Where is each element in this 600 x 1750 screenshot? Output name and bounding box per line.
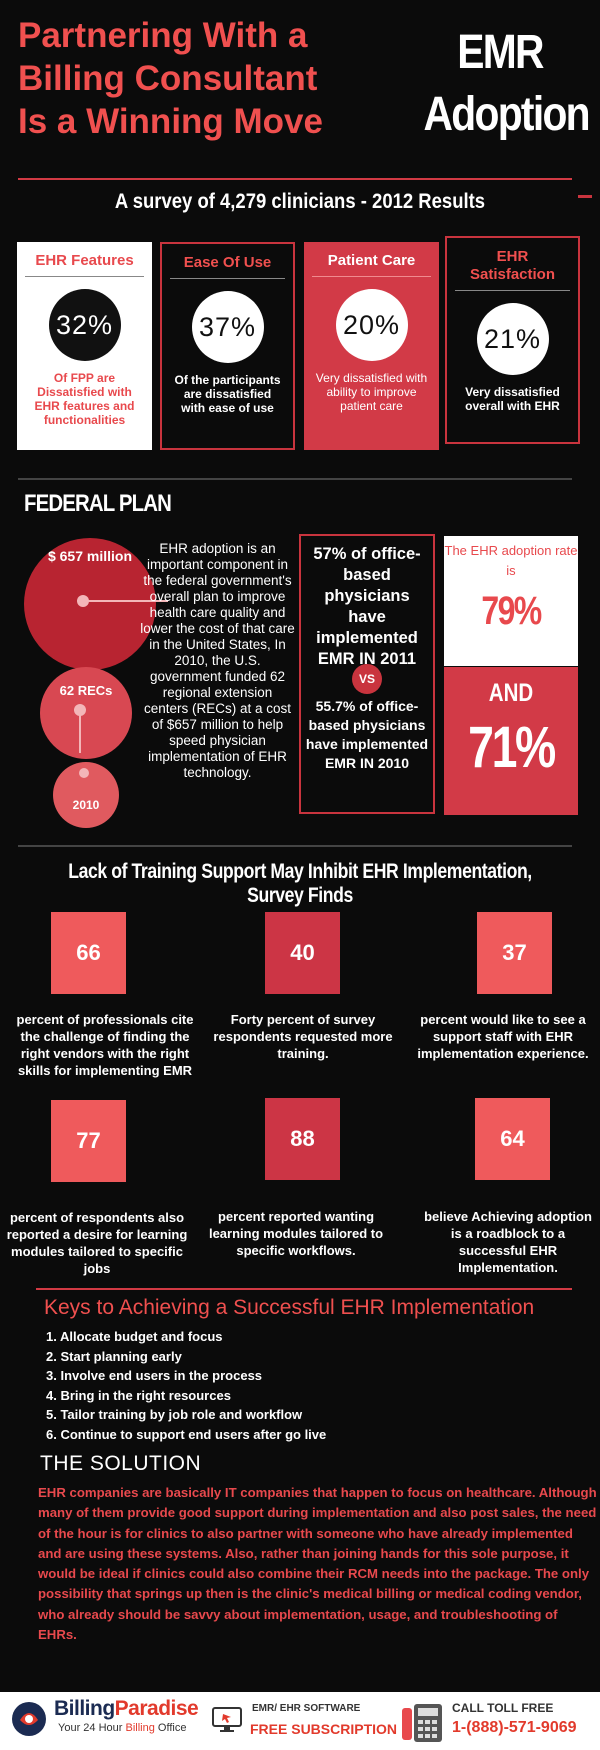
solution-text: EHR companies are basically IT companies… bbox=[38, 1485, 597, 1643]
stat-value: 20% bbox=[335, 289, 408, 361]
and-label: AND bbox=[488, 679, 534, 707]
bubble-label: 2010 bbox=[72, 798, 100, 812]
main-title: Partnering With a Billing Consultant Is … bbox=[18, 14, 418, 143]
bubble-62-recs: 62 RECs bbox=[40, 667, 132, 759]
side-title-line: EMR bbox=[457, 26, 544, 79]
bubble-2010: 2010 bbox=[53, 762, 119, 828]
comparison-box bbox=[299, 534, 435, 814]
training-stat-caption: believe Achieving adoption is a roadbloc… bbox=[424, 1209, 592, 1275]
stat-card-title: EHR Satisfaction bbox=[469, 248, 556, 283]
keys-list-item: 1. Allocate budget and focus bbox=[46, 1329, 223, 1344]
adoption-rate-panel-red: AND 71% bbox=[444, 667, 578, 815]
tagline-part: Your 24 Hour bbox=[58, 1722, 126, 1734]
emr-adoption-title: EMR Adoption bbox=[423, 22, 591, 146]
leader-line bbox=[88, 600, 168, 602]
tagline-part: Billing bbox=[125, 1722, 155, 1734]
keys-list-item: 6. Continue to support end users after g… bbox=[46, 1426, 327, 1442]
card-rule bbox=[170, 278, 285, 279]
software-label: EMR/ EHR SOFTWARE bbox=[252, 1703, 361, 1714]
title-line: Billing Consultant bbox=[18, 59, 318, 98]
comparison-2010: 55.7% of office-based physicians have im… bbox=[305, 698, 429, 771]
leader-line bbox=[79, 715, 81, 753]
divider bbox=[36, 1288, 572, 1290]
keys-list-item: 5. Tailor training by job role and workf… bbox=[46, 1407, 303, 1422]
stat-description: Of the participants are dissatisfied wit… bbox=[174, 373, 281, 415]
keys-heading: Keys to Achieving a Successful EHR Imple… bbox=[44, 1296, 535, 1319]
training-stat-caption: percent of respondents also reported a d… bbox=[6, 1210, 188, 1276]
divider-tick bbox=[578, 195, 592, 198]
call-label: CALL TOLL FREE bbox=[452, 1701, 554, 1715]
adoption-rate-71: 71% bbox=[468, 715, 556, 780]
federal-plan-text: EHR adoption is an important component i… bbox=[140, 541, 295, 780]
comparison-2011: 57% of office-based physicians have impl… bbox=[313, 545, 421, 668]
keys-list-item: 4. Bring in the right resources bbox=[46, 1387, 231, 1403]
training-stat-box: 88 bbox=[265, 1098, 340, 1180]
title-line: Is a Winning Move bbox=[18, 102, 323, 141]
training-heading: Lack of Training Support May Inhibit EHR… bbox=[68, 860, 532, 907]
stat-card-title: EHR Features bbox=[35, 252, 134, 269]
stat-card-ehr-satisfaction: EHR Satisfaction 21% Very dissatisfied o… bbox=[445, 236, 580, 444]
training-stat-box: 77 bbox=[51, 1100, 126, 1182]
stat-card-title: Ease Of Use bbox=[183, 254, 272, 271]
side-title-line: Adoption bbox=[423, 88, 591, 141]
bubble-dot bbox=[74, 704, 86, 716]
adoption-rate-caption: The EHR adoption rate is bbox=[444, 543, 578, 578]
divider bbox=[18, 845, 572, 847]
training-stat-caption: percent of professionals cite the challe… bbox=[16, 1012, 194, 1078]
bubble-657-million: $ 657 million bbox=[24, 538, 168, 670]
brand-tagline: Your 24 Hour Billing Office bbox=[58, 1722, 186, 1734]
vs-badge: VS bbox=[352, 664, 382, 694]
federal-plan-heading: FEDERAL PLAN bbox=[24, 490, 172, 517]
phone-icon bbox=[402, 1704, 442, 1742]
monitor-icon bbox=[212, 1707, 242, 1732]
stat-card-patient-care: Patient Care 20% Very dissatisfied with … bbox=[304, 242, 439, 450]
tagline-part: Office bbox=[154, 1722, 187, 1734]
stat-card-title: Patient Care bbox=[327, 252, 416, 269]
card-rule bbox=[455, 290, 570, 291]
stat-value: 32% bbox=[48, 289, 121, 361]
stat-description: Very dissatisfied overall with EHR bbox=[465, 385, 560, 413]
adoption-rate-79: 79% bbox=[481, 589, 542, 633]
training-stat-caption: percent reported wanting learning module… bbox=[208, 1209, 384, 1258]
billing-paradise-logo-icon bbox=[12, 1702, 46, 1736]
phone-number-link[interactable]: 1-(888)-571-9069 bbox=[452, 1719, 577, 1736]
solution-heading: THE SOLUTION bbox=[40, 1452, 202, 1475]
brand-name[interactable]: BillingParadise bbox=[54, 1697, 199, 1721]
stat-card-ease-of-use: Ease Of Use 37% Of the participants are … bbox=[160, 242, 295, 450]
divider bbox=[18, 478, 572, 480]
free-subscription-link[interactable]: FREE SUBSCRIPTION bbox=[250, 1721, 398, 1737]
keys-list: 1. Allocate budget and focus 2. Start pl… bbox=[46, 1327, 326, 1444]
bubble-dot bbox=[79, 768, 89, 778]
adoption-rate-panel: The EHR adoption rate is 79% bbox=[444, 536, 578, 666]
brand-name-part: Paradise bbox=[114, 1697, 199, 1720]
stat-value: 21% bbox=[476, 303, 549, 375]
training-stat-caption: percent would like to see a support staf… bbox=[417, 1012, 589, 1061]
card-rule bbox=[25, 276, 144, 277]
stat-description: Of FPP are Dissatisfied with EHR feature… bbox=[34, 371, 135, 427]
divider bbox=[18, 178, 572, 180]
training-stat-box: 64 bbox=[475, 1098, 550, 1180]
training-stat-box: 40 bbox=[265, 912, 340, 994]
keys-list-item: 2. Start planning early bbox=[46, 1348, 182, 1364]
stat-description: Very dissatisfied with ability to improv… bbox=[315, 371, 428, 413]
survey-heading: A survey of 4,279 clinicians - 2012 Resu… bbox=[114, 190, 486, 213]
keys-list-item: 3. Involve end users in the process bbox=[46, 1368, 263, 1383]
bubble-label: 62 RECs bbox=[59, 683, 113, 698]
title-line: Partnering With a bbox=[18, 16, 308, 55]
brand-name-part: Billing bbox=[54, 1697, 115, 1720]
training-stat-box: 37 bbox=[477, 912, 552, 994]
training-stat-caption: Forty percent of survey respondents requ… bbox=[213, 1012, 393, 1061]
card-rule bbox=[312, 276, 431, 277]
training-stat-box: 66 bbox=[51, 912, 126, 994]
bubble-dot bbox=[77, 595, 89, 607]
stat-card-ehr-features: EHR Features 32% Of FPP are Dissatisfied… bbox=[17, 242, 152, 450]
stat-value: 37% bbox=[191, 291, 264, 363]
footer bbox=[0, 1692, 600, 1750]
bubble-label: $ 657 million bbox=[47, 548, 133, 564]
